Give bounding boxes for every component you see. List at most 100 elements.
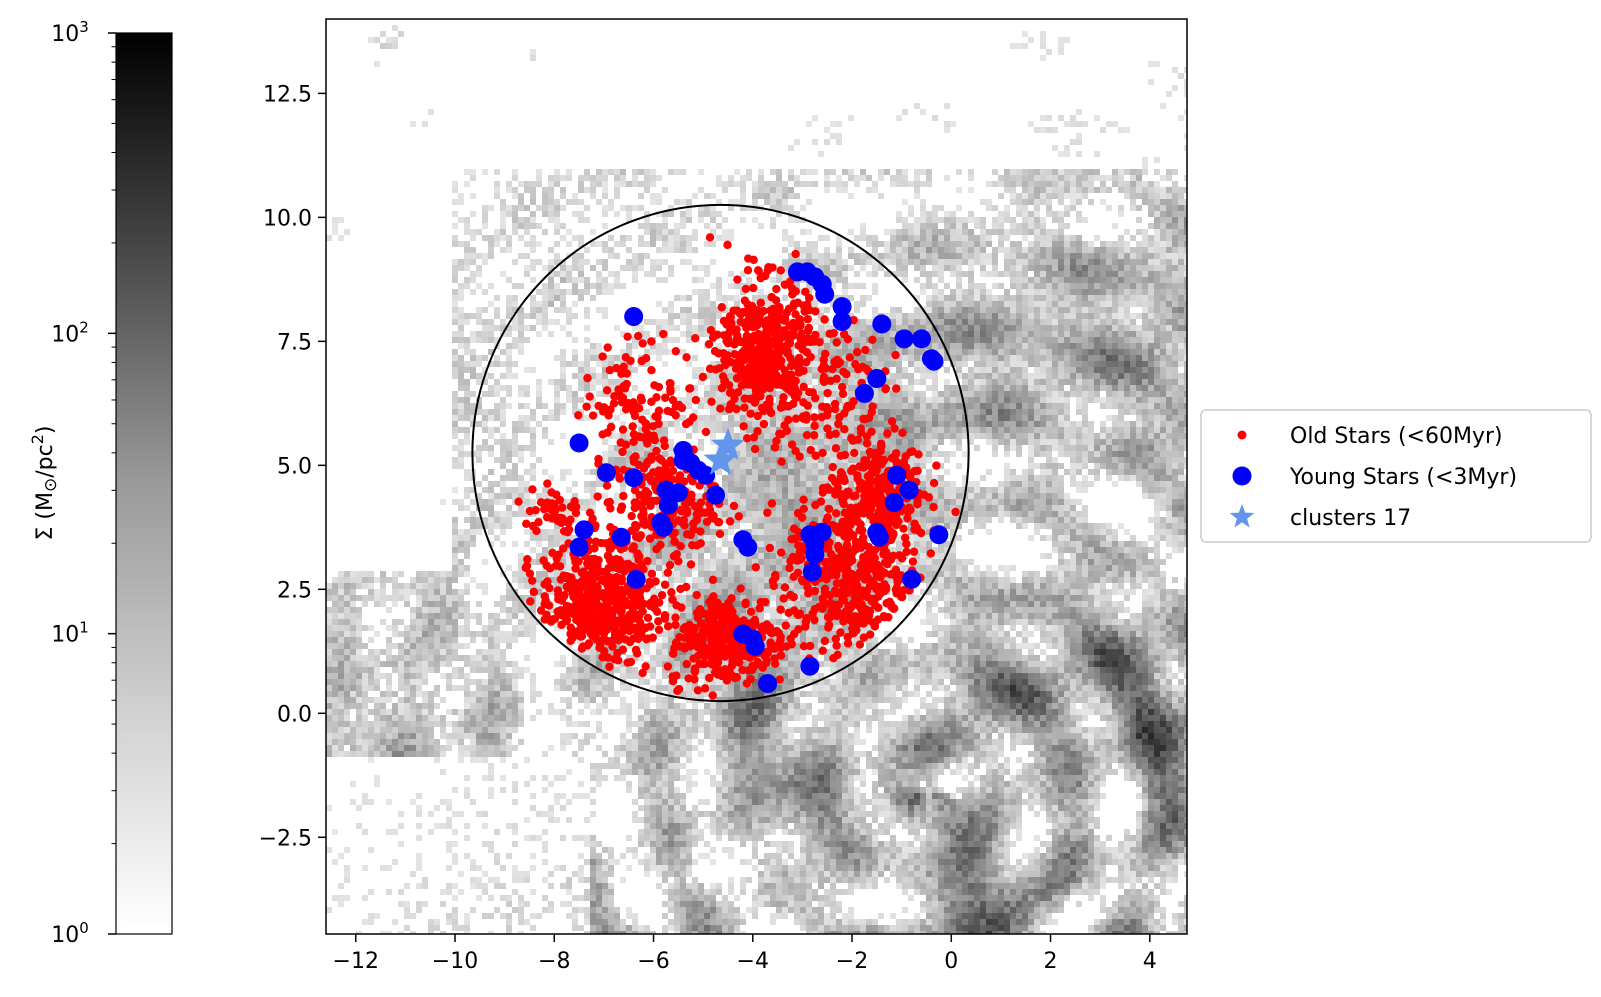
old-star-point [791, 310, 800, 319]
old-star-point [788, 399, 798, 409]
old-star-point [596, 609, 605, 619]
old-star-point [631, 520, 640, 530]
old-star-point [661, 393, 670, 402]
old-star-point [775, 675, 784, 684]
old-star-point [771, 354, 780, 364]
old-star-point [612, 363, 621, 373]
x-tick-label: −4 [737, 949, 769, 974]
old-star-point [849, 397, 858, 406]
old-star-point [784, 608, 793, 617]
old-star-point [867, 560, 877, 569]
old-star-point [753, 411, 762, 421]
old-star-point [643, 457, 653, 466]
old-star-point [594, 454, 603, 464]
old-star-point [770, 659, 780, 669]
old-star-point [951, 507, 960, 517]
old-star-point [647, 337, 656, 346]
old-star-point [781, 621, 790, 630]
old-star-point [745, 308, 755, 317]
old-star-point [702, 517, 712, 526]
old-star-point [803, 583, 812, 592]
old-star-point [590, 544, 599, 553]
old-star-point [840, 409, 849, 418]
old-star-point [611, 593, 621, 603]
old-star-point [817, 412, 826, 422]
old-star-point [776, 651, 786, 660]
old-star-point [791, 414, 801, 423]
old-star-point [705, 364, 715, 373]
old-star-point [615, 392, 624, 401]
old-star-point [767, 378, 776, 387]
old-star-point [867, 597, 876, 606]
old-star-point [850, 448, 859, 458]
old-star-point [895, 551, 904, 560]
old-star-point [670, 537, 680, 547]
old-star-point [667, 588, 676, 597]
old-star-point [570, 608, 579, 618]
old-star-point [574, 411, 583, 420]
old-star-point [564, 525, 574, 534]
old-star-point [720, 376, 730, 385]
old-star-point [867, 427, 876, 436]
old-star-point [700, 684, 710, 693]
old-star-point [557, 594, 567, 604]
old-star-point [562, 615, 572, 625]
young-star-point [611, 527, 631, 547]
old-star-point [545, 583, 554, 593]
old-star-point [701, 427, 711, 437]
old-star-point [801, 287, 810, 297]
old-star-point [785, 563, 794, 573]
old-star-point [903, 514, 912, 523]
old-star-point [739, 422, 748, 431]
cluster-star-point [710, 427, 746, 461]
old-star-point [647, 366, 656, 375]
old-star-point [654, 406, 664, 415]
legend: Old Stars (<60Myr) Young Stars (<3Myr) c… [1200, 409, 1592, 543]
old-star-point [768, 576, 778, 586]
young-star-point [802, 562, 822, 582]
colorbar-tick-label: 103 [51, 18, 89, 47]
old-star-point [791, 287, 801, 296]
y-axis: −2.5 0.0 2.5 5.0 7.5 10.0 12.5 [259, 82, 326, 851]
old-star-point [826, 376, 835, 385]
old-star-point [743, 266, 753, 275]
old-star-point [785, 321, 794, 330]
old-star-point [686, 560, 696, 569]
old-star-point [740, 296, 750, 305]
old-star-point [740, 338, 750, 347]
old-star-point [732, 362, 742, 372]
x-tick-label: 0 [944, 949, 958, 974]
old-star-point [588, 411, 598, 420]
old-star-point [666, 384, 675, 394]
young-star-point [854, 383, 874, 403]
old-star-point [603, 343, 612, 352]
old-star-point [620, 567, 629, 576]
old-star-point [631, 645, 641, 655]
old-star-point [864, 413, 874, 423]
old-star-point [720, 665, 730, 674]
old-star-point [528, 485, 537, 494]
old-star-point [615, 473, 624, 482]
old-star-point [856, 520, 865, 529]
old-star-point [750, 331, 759, 341]
old-star-point [545, 564, 555, 573]
old-star-point [643, 613, 653, 623]
old-star-point [782, 308, 791, 317]
old-star-point [732, 673, 742, 682]
old-star-point [749, 283, 758, 293]
old-star-point [605, 366, 615, 375]
old-star-point [571, 564, 580, 573]
old-star-point [758, 663, 767, 672]
colorbar-tick-label: 100 [51, 919, 89, 948]
young-star-point [626, 569, 646, 589]
old-star-point [844, 527, 854, 536]
old-star-point [668, 466, 678, 476]
old-star-point [818, 448, 827, 458]
old-star-point [780, 421, 789, 430]
old-star-point [716, 404, 725, 413]
old-star-point [794, 353, 804, 363]
old-star-point [764, 370, 773, 379]
old-star-point [696, 527, 705, 536]
old-star-point [659, 436, 669, 445]
old-star-point [628, 422, 637, 431]
